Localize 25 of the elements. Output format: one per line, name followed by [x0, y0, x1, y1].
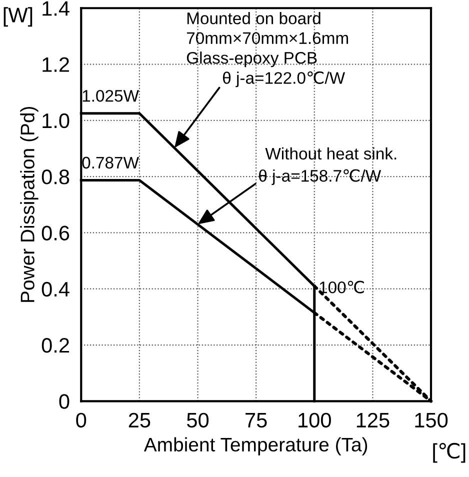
text: [W] [4, 7, 32, 27]
y-tick-label: 0.2 [42, 338, 69, 353]
x-tick-label: 75 [246, 413, 267, 428]
annotation: θ j-a=122.0℃/W [223, 71, 346, 88]
x-tick-label: 50 [187, 412, 209, 428]
y-tick-label: 0.8 [42, 170, 70, 184]
annotation: 0.787W [82, 156, 139, 169]
y-tick-label: 1.4 [42, 1, 70, 16]
annotation: θ j-a=158.7℃/W [259, 169, 382, 186]
y-tick-label: 0.6 [42, 226, 70, 240]
annotation: 100℃ [320, 280, 364, 294]
y-axis-title: Power Dissipation (Pd) [20, 106, 38, 302]
y-tick-label: 1.0 [42, 113, 70, 128]
annotation: 1.025W [82, 90, 139, 102]
y-tick-label: 0.4 [42, 282, 70, 297]
text: [℃] [433, 442, 466, 463]
x-tick-label: 150 [415, 412, 448, 428]
x-tick-label: 25 [128, 412, 150, 428]
y-tick-label: 1.2 [42, 57, 69, 72]
x-axis-title: Ambient Temperature (Ta) [144, 437, 368, 456]
x-tick-label: 125 [356, 412, 390, 428]
x-tick-label: 100 [298, 412, 331, 428]
y-tick-label: 0 [59, 394, 70, 409]
annotation: Without heat sink. [265, 147, 396, 160]
x-tick-label: 0 [76, 412, 86, 428]
